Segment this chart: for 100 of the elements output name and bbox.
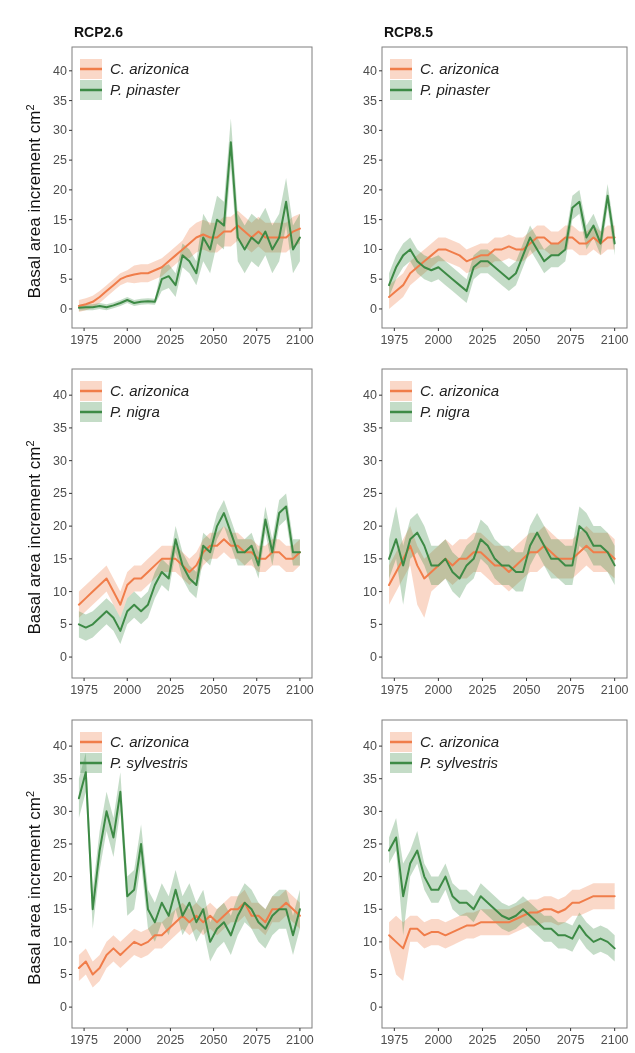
chart-title: RCP8.5 — [384, 24, 434, 40]
legend-label: C. arizonica — [420, 60, 500, 77]
y-tick-label: 0 — [60, 301, 68, 316]
x-tick-label: 2025 — [468, 333, 497, 347]
y-tick-label: 5 — [370, 617, 378, 632]
y-tick-label: 25 — [363, 486, 378, 501]
y-tick-label: 35 — [363, 93, 378, 108]
y-tick-label: 30 — [363, 123, 378, 138]
x-tick-label: 1975 — [380, 683, 409, 697]
x-tick-label: 2075 — [242, 1033, 271, 1047]
y-tick-label: 30 — [363, 453, 378, 468]
y-tick-label: 25 — [53, 836, 68, 851]
x-tick-label: 2000 — [113, 333, 142, 347]
x-tick-label: 2075 — [242, 683, 271, 697]
line-series — [77, 538, 301, 606]
y-tick-label: 10 — [53, 934, 68, 949]
chart-title: RCP2.6 — [74, 24, 124, 40]
y-tick-label: 35 — [53, 420, 68, 435]
x-tick-label: 2050 — [512, 1033, 541, 1047]
x-tick-label: 2000 — [113, 683, 142, 697]
y-tick-label: 5 — [60, 967, 68, 982]
y-tick-label: 20 — [53, 519, 68, 534]
y-tick-label: 40 — [363, 739, 378, 754]
y-tick-label: 40 — [363, 388, 378, 403]
y-tick-label: 10 — [53, 584, 68, 599]
x-tick-label: 2075 — [556, 683, 585, 697]
x-tick-label: 2025 — [468, 683, 497, 697]
y-tick-label: 15 — [53, 551, 68, 566]
x-tick-label: 2100 — [286, 1033, 314, 1047]
x-tick-label: 2050 — [199, 683, 228, 697]
y-tick-label: 35 — [363, 771, 378, 786]
x-tick-label: 2050 — [199, 333, 228, 347]
x-tick-label: 1975 — [380, 333, 409, 347]
x-tick-label: 2025 — [156, 683, 185, 697]
y-tick-label: 20 — [53, 182, 68, 197]
legend-label: P. nigra — [420, 403, 470, 420]
y-tick-label: 40 — [363, 63, 378, 78]
legend-label: C. arizonica — [420, 382, 500, 399]
x-tick-label: 2050 — [512, 683, 541, 697]
x-tick-label: 2000 — [424, 1033, 453, 1047]
y-tick-label: 25 — [363, 836, 378, 851]
y-tick-label: 0 — [60, 650, 68, 665]
y-tick-label: 15 — [363, 212, 378, 227]
y-tick-label: 30 — [363, 804, 378, 819]
x-tick-label: 2100 — [600, 333, 629, 347]
line-series — [77, 224, 301, 307]
x-tick-label: 2025 — [156, 333, 185, 347]
x-tick-label: 2100 — [600, 683, 629, 697]
x-tick-label: 2050 — [512, 333, 541, 347]
y-tick-label: 5 — [60, 617, 68, 632]
y-tick-label: 0 — [370, 301, 378, 316]
y-tick-label: 20 — [363, 182, 378, 197]
y-tick-label: 40 — [53, 739, 68, 754]
y-tick-label: 35 — [53, 771, 68, 786]
y-tick-label: 10 — [363, 242, 378, 257]
y-tick-label: 20 — [53, 869, 68, 884]
legend-label: C. arizonica — [420, 733, 500, 750]
y-tick-label: 30 — [53, 804, 68, 819]
y-tick-label: 15 — [53, 212, 68, 227]
y-tick-label: 35 — [363, 420, 378, 435]
x-tick-label: 2025 — [156, 1033, 185, 1047]
y-tick-label: 5 — [370, 272, 378, 287]
x-tick-label: 2000 — [113, 1033, 142, 1047]
x-tick-label: 2025 — [468, 1033, 497, 1047]
x-tick-label: 1975 — [70, 683, 99, 697]
legend-label: P. nigra — [110, 403, 160, 420]
y-tick-label: 15 — [363, 551, 378, 566]
y-tick-label: 25 — [363, 153, 378, 168]
y-tick-label: 10 — [363, 934, 378, 949]
x-tick-label: 2000 — [424, 683, 453, 697]
x-tick-label: 2075 — [242, 333, 271, 347]
line-series — [388, 194, 616, 293]
x-tick-label: 2050 — [199, 1033, 228, 1047]
legend-label: C. arizonica — [110, 382, 190, 399]
line-series — [77, 901, 301, 976]
line-series — [388, 836, 616, 950]
x-tick-label: 2075 — [556, 333, 585, 347]
y-tick-label: 40 — [53, 388, 68, 403]
line-series — [388, 544, 616, 587]
y-tick-label: 25 — [53, 486, 68, 501]
legend-label: C. arizonica — [110, 733, 190, 750]
y-tick-label: 0 — [370, 1000, 378, 1015]
y-tick-label: 5 — [370, 967, 378, 982]
y-tick-label: 10 — [53, 242, 68, 257]
legend-label: P. sylvestris — [110, 754, 189, 771]
legend-label: P. sylvestris — [420, 754, 499, 771]
y-tick-label: 0 — [60, 1000, 68, 1015]
y-tick-label: 30 — [53, 123, 68, 138]
y-tick-label: 20 — [363, 869, 378, 884]
legend-label: P. pinaster — [420, 81, 491, 98]
x-tick-label: 2075 — [556, 1033, 585, 1047]
x-tick-label: 1975 — [70, 333, 99, 347]
x-tick-label: 2100 — [286, 683, 314, 697]
y-tick-label: 25 — [53, 153, 68, 168]
y-tick-label: 40 — [53, 63, 68, 78]
x-tick-label: 1975 — [70, 1033, 99, 1047]
y-tick-label: 15 — [363, 902, 378, 917]
y-tick-label: 15 — [53, 902, 68, 917]
y-tick-label: 10 — [363, 584, 378, 599]
y-tick-label: 30 — [53, 453, 68, 468]
